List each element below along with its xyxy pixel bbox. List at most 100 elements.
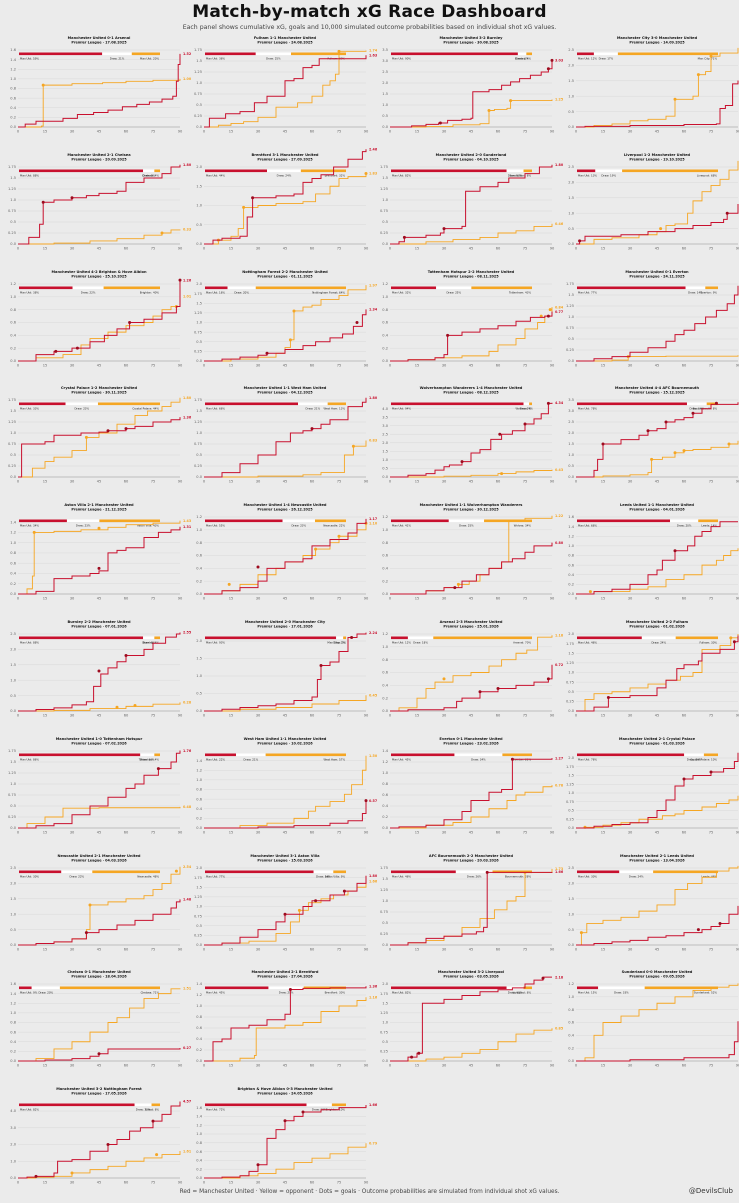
united-xg-line bbox=[390, 757, 553, 829]
x-tick-label: 45 bbox=[283, 480, 288, 484]
x-tick-label: 75 bbox=[337, 830, 342, 834]
prob-label-opponent: Wolves: 34% bbox=[514, 524, 532, 528]
y-tick-label: 0.75 bbox=[8, 209, 16, 213]
y-tick-label: 1.75 bbox=[380, 866, 388, 870]
opponent-xg-line bbox=[18, 1151, 181, 1179]
united-goal-marker bbox=[578, 239, 582, 243]
prob-bar-opponent bbox=[300, 169, 346, 172]
match-panel: Manchester United 3-1 Aston Villa Premier… bbox=[190, 852, 378, 970]
y-tick-label: 1.2 bbox=[382, 515, 388, 519]
united-goal-marker bbox=[34, 1175, 38, 1179]
prob-label-draw: Draw: 20% bbox=[38, 991, 53, 995]
y-tick-label: 0.2 bbox=[196, 816, 202, 820]
prob-label-draw: Draw: 21% bbox=[306, 407, 321, 411]
opponent-final-xg: 0.28 bbox=[183, 701, 192, 705]
match-subtitle: Premier League · 04.03.2026 bbox=[71, 858, 127, 862]
x-tick-label: 0 bbox=[575, 597, 578, 601]
prob-bar-draw bbox=[255, 52, 292, 56]
x-tick-label: 15 bbox=[601, 830, 606, 834]
y-tick-label: 0.0 bbox=[568, 1060, 574, 1064]
y-tick-label: 1.2 bbox=[568, 535, 574, 539]
united-xg-line bbox=[576, 752, 739, 829]
match-title: Manchester United 0-1 Arsenal bbox=[68, 36, 131, 40]
x-tick-label: 45 bbox=[655, 1064, 660, 1068]
match-panel: Burnley 2-2 Manchester United Premier Lea… bbox=[4, 618, 192, 736]
x-tick-label: 60 bbox=[124, 830, 129, 834]
y-tick-label: 2.0 bbox=[382, 983, 388, 987]
y-tick-label: 0.0 bbox=[196, 1060, 202, 1064]
y-tick-label: 0.5 bbox=[568, 808, 574, 812]
y-tick-label: 0.6 bbox=[196, 1027, 202, 1031]
y-tick-label: 1.2 bbox=[10, 282, 16, 286]
y-tick-label: 1.0 bbox=[382, 458, 388, 462]
y-tick-label: 0.25 bbox=[194, 349, 202, 353]
y-tick-label: 0.2 bbox=[10, 582, 16, 586]
y-tick-label: 0.6 bbox=[196, 554, 202, 558]
y-tick-label: 0.75 bbox=[194, 914, 202, 918]
page-title: Match-by-match xG Race Dashboard bbox=[192, 2, 547, 22]
x-tick-label: 60 bbox=[124, 1064, 129, 1068]
y-tick-label: 0.25 bbox=[566, 700, 574, 704]
x-tick-label: 30 bbox=[70, 1064, 75, 1068]
x-tick-label: 30 bbox=[70, 597, 75, 601]
united-goal-marker bbox=[453, 586, 457, 590]
match-subtitle: Premier League · 25.01.2026 bbox=[443, 625, 499, 629]
x-tick-label: 0 bbox=[17, 130, 20, 134]
y-tick-label: 0.0 bbox=[196, 242, 202, 246]
prob-bar-opponent bbox=[433, 636, 532, 640]
y-tick-label: 3.0 bbox=[382, 424, 388, 428]
y-tick-label: 0.5 bbox=[196, 924, 202, 928]
match-panel: Manchester United 1-1 West Ham United Pre… bbox=[190, 384, 378, 502]
y-tick-label: 4.0 bbox=[10, 1109, 16, 1113]
y-tick-label: 0.75 bbox=[566, 680, 574, 684]
x-tick-label: 60 bbox=[124, 1181, 129, 1185]
opponent-xg-line bbox=[18, 295, 181, 362]
opponent-final-xg: 1.22 bbox=[555, 514, 563, 518]
x-tick-label: 15 bbox=[229, 1064, 234, 1068]
y-tick-label: 0.6 bbox=[382, 554, 388, 558]
prob-bar-united bbox=[19, 986, 32, 990]
y-tick-label: 1.75 bbox=[566, 765, 574, 769]
x-tick-label: 15 bbox=[229, 480, 234, 484]
prob-label-opponent: West Ham: 57% bbox=[324, 757, 346, 761]
y-tick-label: 1.25 bbox=[194, 70, 202, 74]
x-tick-label: 0 bbox=[203, 363, 206, 367]
match-panel: Manchester United 0-1 Arsenal Premier Lea… bbox=[4, 34, 192, 152]
united-xg-line bbox=[576, 905, 739, 946]
united-xg-line bbox=[390, 976, 552, 1062]
y-tick-label: 0.2 bbox=[382, 346, 388, 350]
united-goal-marker bbox=[732, 640, 736, 644]
x-tick-label: 30 bbox=[256, 597, 261, 601]
opponent-final-xg: 1.43 bbox=[183, 519, 192, 523]
united-final-xg: 4.34 bbox=[555, 401, 564, 405]
united-goal-marker bbox=[725, 211, 729, 215]
prob-bar-united bbox=[391, 986, 507, 990]
y-tick-label: 0.2 bbox=[10, 116, 16, 120]
opponent-final-xg: 1.83 bbox=[369, 172, 378, 176]
y-tick-label: 0.5 bbox=[382, 220, 388, 224]
y-tick-label: 0.5 bbox=[382, 467, 388, 471]
x-tick-label: 15 bbox=[415, 246, 420, 250]
y-tick-label: 1.5 bbox=[382, 176, 388, 180]
x-tick-label: 15 bbox=[415, 597, 420, 601]
match-title: Newcastle United 2-1 Manchester United bbox=[58, 854, 141, 858]
prob-bar-united bbox=[19, 402, 66, 406]
x-tick-label: 0 bbox=[17, 1181, 20, 1185]
prob-label-opponent: Fulham: 30% bbox=[699, 641, 717, 645]
prob-label-united: Man Utd: 88% bbox=[20, 173, 39, 177]
match-title: Nottingham Forest 2-2 Manchester United bbox=[242, 270, 328, 274]
prob-bar-opponent bbox=[327, 402, 346, 406]
y-tick-label: 1.0 bbox=[382, 771, 388, 775]
y-tick-label: 1.2 bbox=[10, 67, 16, 71]
x-tick-label: 90 bbox=[364, 1064, 369, 1068]
prob-bar-united bbox=[205, 753, 237, 756]
y-tick-label: 0.5 bbox=[10, 927, 16, 931]
y-tick-label: 1.0 bbox=[382, 528, 388, 532]
match-panel: Crystal Palace 1-2 Manchester United Prem… bbox=[4, 384, 192, 502]
y-tick-label: 0.75 bbox=[566, 800, 574, 804]
prob-bar-opponent bbox=[265, 753, 346, 756]
prob-label-united: Man Utd: 45% bbox=[206, 991, 225, 995]
x-tick-label: 90 bbox=[736, 363, 739, 367]
y-tick-label: 0.5 bbox=[196, 340, 202, 344]
match-title: Chelsea 0-1 Manchester United bbox=[67, 970, 131, 974]
